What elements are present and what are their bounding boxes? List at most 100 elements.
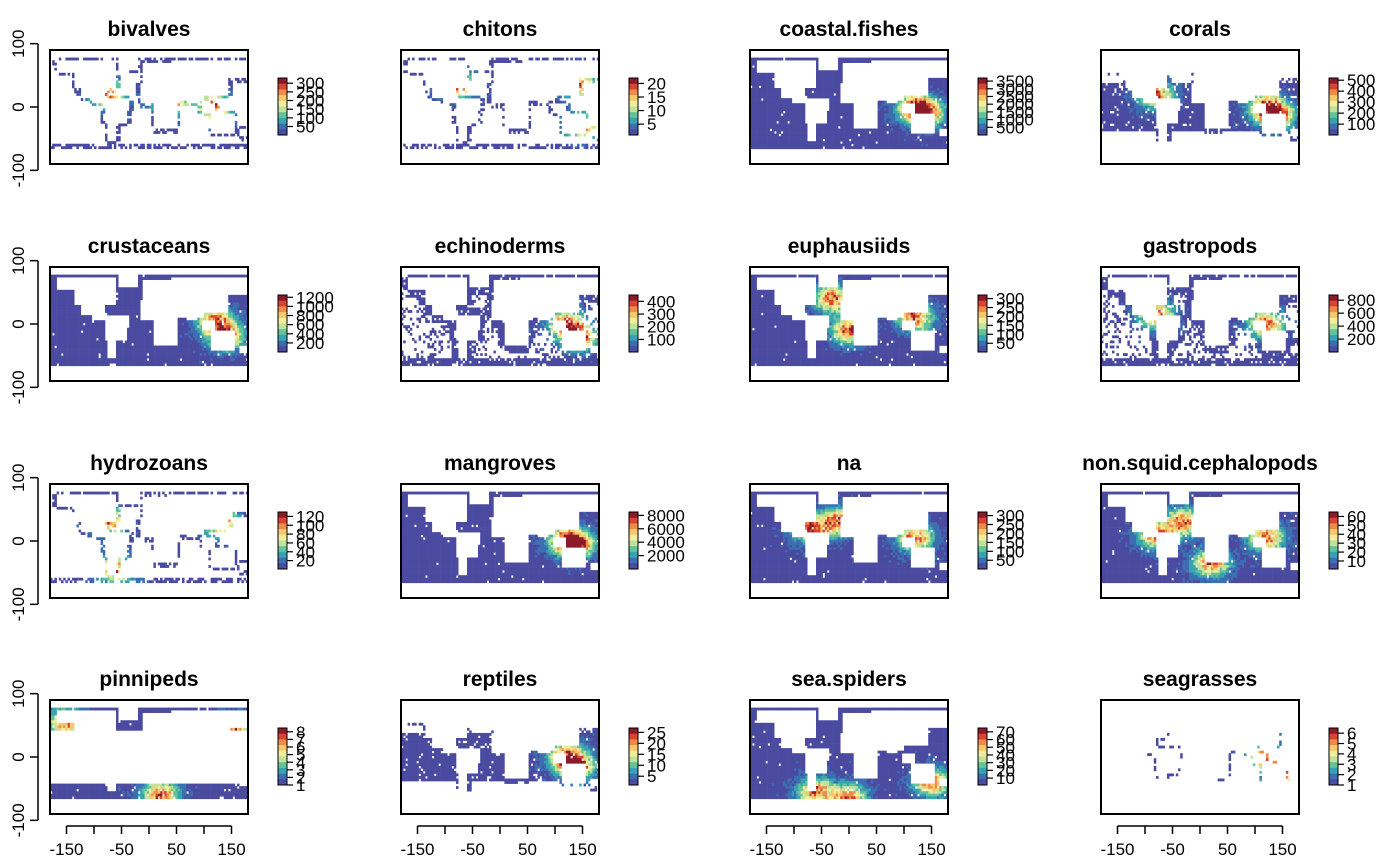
raster-cell: [1132, 116, 1135, 119]
raster-cell: [1200, 106, 1203, 109]
raster-cell: [1167, 129, 1170, 132]
raster-cell: [228, 88, 231, 91]
raster-cell: [61, 310, 64, 313]
raster-cell: [568, 106, 571, 109]
raster-cell: [173, 363, 176, 366]
raster-cell: [149, 358, 152, 361]
raster-cell: [156, 363, 159, 366]
raster-cell: [908, 96, 911, 99]
raster-cell: [226, 58, 229, 61]
raster-cell: [825, 126, 828, 129]
raster-cell: [96, 330, 99, 333]
raster-cell: [454, 103, 457, 106]
raster-cell: [140, 323, 143, 326]
raster-cell: [928, 136, 931, 139]
raster-cell: [864, 131, 867, 134]
raster-cell: [1108, 108, 1111, 111]
raster-cell: [405, 146, 408, 149]
raster-cell: [829, 96, 832, 99]
raster-cell: [939, 78, 942, 81]
raster-cell: [206, 98, 209, 101]
raster-cell: [65, 343, 68, 346]
raster-cell: [1189, 121, 1192, 124]
raster-cell: [158, 131, 161, 134]
raster-cell: [838, 98, 841, 101]
raster-cell: [129, 353, 132, 356]
raster-cell: [581, 93, 584, 96]
raster-cell: [1176, 88, 1179, 91]
raster-cell: [816, 139, 819, 142]
raster-cell: [584, 134, 587, 137]
raster-cell: [52, 346, 55, 349]
raster-cell: [930, 146, 933, 149]
raster-cell: [1277, 96, 1280, 99]
raster-cell: [842, 126, 845, 129]
raster-cell: [92, 325, 95, 328]
raster-cell: [1156, 93, 1159, 96]
raster-cell: [847, 106, 850, 109]
raster-cell: [1167, 85, 1170, 88]
raster-cell: [816, 96, 819, 99]
raster-cell: [770, 75, 773, 78]
raster-cell: [1268, 98, 1271, 101]
raster-cell: [842, 139, 845, 142]
raster-cell: [816, 91, 819, 94]
raster-cell: [1284, 106, 1287, 109]
raster-cell: [805, 139, 808, 142]
raster-cell: [1116, 98, 1119, 101]
raster-cell: [1149, 116, 1152, 119]
raster-cell: [915, 111, 918, 114]
raster-cell: [1202, 103, 1205, 106]
raster-cell: [1268, 108, 1271, 111]
raster-cell: [891, 58, 894, 61]
raster-cell: [68, 333, 71, 336]
raster-cell: [94, 351, 97, 354]
raster-cell: [818, 131, 821, 134]
raster-cell: [72, 333, 75, 336]
raster-cell: [1284, 85, 1287, 88]
raster-cell: [200, 111, 203, 114]
raster-cell: [842, 103, 845, 106]
raster-cell: [1178, 123, 1181, 126]
raster-cell: [156, 348, 159, 351]
raster-cell: [798, 136, 801, 139]
raster-cell: [118, 348, 121, 351]
raster-cell: [836, 121, 839, 124]
raster-cell: [127, 328, 130, 331]
raster-cell: [138, 290, 141, 293]
raster-cell: [1242, 108, 1245, 111]
raster-cell: [937, 113, 940, 116]
raster-cell: [162, 353, 165, 356]
raster-cell: [52, 290, 55, 293]
raster-cell: [500, 144, 503, 147]
raster-cell: [880, 141, 883, 144]
raster-cell: [178, 320, 181, 323]
raster-cell: [937, 141, 940, 144]
raster-cell: [489, 83, 492, 86]
raster-cell: [105, 346, 108, 349]
raster-cell: [241, 58, 244, 61]
raster-cell: [456, 146, 459, 149]
raster-cell: [1105, 96, 1108, 99]
raster-cell: [840, 123, 843, 126]
raster-cell: [162, 348, 165, 351]
raster-cell: [908, 129, 911, 132]
raster-cell: [915, 103, 918, 106]
raster-cell: [1169, 134, 1172, 137]
raster-cell: [805, 129, 808, 132]
raster-cell: [1284, 101, 1287, 104]
raster-cell: [153, 356, 156, 359]
raster-cell: [1152, 123, 1155, 126]
raster-cell: [123, 287, 126, 290]
raster-cell: [138, 88, 141, 91]
raster-cell: [54, 282, 57, 285]
raster-cell: [125, 292, 128, 295]
raster-cell: [820, 78, 823, 81]
raster-cell: [586, 131, 589, 134]
raster-cell: [175, 348, 178, 351]
raster: [750, 58, 948, 150]
raster-cell: [924, 108, 927, 111]
raster-cell: [862, 131, 865, 134]
raster-cell: [761, 126, 764, 129]
raster-cell: [1114, 83, 1117, 86]
